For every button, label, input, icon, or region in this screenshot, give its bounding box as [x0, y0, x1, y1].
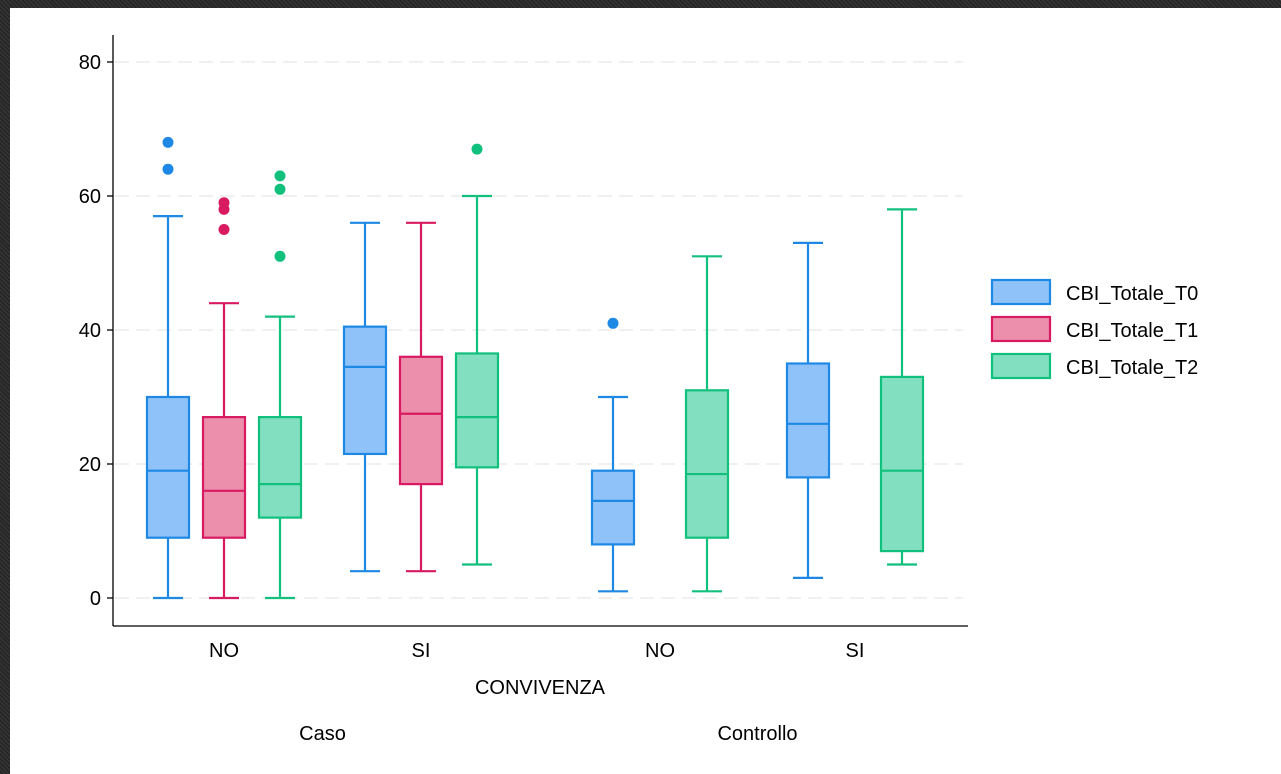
- x-tick-label: NO: [209, 640, 239, 662]
- y-tick-label: 20: [79, 454, 101, 476]
- y-tick-label: 0: [90, 588, 101, 610]
- outlier-point: [218, 197, 230, 209]
- iqr-box: [398, 355, 444, 486]
- chart-panel: 0 20 40 60 80 NO SI NO SI CONVIVENZA Caso Contro…: [10, 8, 1281, 774]
- legend-swatch: [990, 278, 1052, 306]
- x-tick-label: NO: [645, 640, 675, 662]
- legend-label: CBI_Totale_T2: [1066, 357, 1198, 379]
- group-labels: Caso Controllo: [299, 723, 797, 745]
- legend-label: CBI_Totale_T0: [1066, 283, 1198, 305]
- x-tick-label: SI: [412, 640, 431, 662]
- box-CBI_Totale_T2: [879, 208, 925, 566]
- legend-item: CBI_Totale_T2: [990, 352, 1198, 380]
- box-CBI_Totale_T0: [145, 136, 191, 600]
- box-CBI_Totale_T2: [454, 143, 500, 566]
- legend-swatch: [990, 352, 1052, 380]
- iqr-box: [201, 416, 247, 539]
- box-CBI_Totale_T1: [201, 197, 247, 600]
- outlier-point: [218, 224, 230, 235]
- legend-item: CBI_Totale_T0: [990, 278, 1198, 306]
- iqr-box: [879, 375, 925, 553]
- y-axis-ticks: 0 20 40 60 80: [79, 52, 113, 610]
- outlier-point: [162, 136, 174, 148]
- box-CBI_Totale_T1: [398, 221, 444, 573]
- outlier-point: [471, 143, 483, 155]
- x-axis-title: CONVIVENZA: [475, 677, 606, 699]
- x-tick-label: SI: [846, 640, 865, 662]
- legend-swatch: [990, 315, 1052, 343]
- legend-item: CBI_Totale_T1: [990, 315, 1198, 343]
- iqr-box: [785, 362, 831, 479]
- outlier-point: [274, 183, 286, 195]
- outlier-point: [607, 317, 619, 329]
- y-tick-label: 40: [79, 320, 101, 342]
- box-plot-series: [145, 136, 925, 600]
- legend-label: CBI_Totale_T1: [1066, 320, 1198, 342]
- iqr-box: [257, 416, 303, 519]
- box-CBI_Totale_T0: [785, 241, 831, 580]
- x-axis-ticks: NO SI NO SI: [209, 640, 864, 662]
- box-CBI_Totale_T2: [257, 170, 303, 600]
- iqr-box: [145, 395, 191, 539]
- iqr-box: [454, 352, 500, 469]
- y-tick-label: 80: [79, 52, 101, 74]
- outlier-point: [274, 250, 286, 262]
- legend: CBI_Totale_T0 CBI_Totale_T1 CBI_Totale_T2: [990, 278, 1198, 380]
- iqr-box: [684, 389, 730, 539]
- box-CBI_Totale_T0: [342, 221, 388, 573]
- outlier-point: [274, 170, 286, 182]
- box-CBI_Totale_T2: [684, 255, 730, 593]
- iqr-box: [342, 325, 388, 456]
- group-label: Controllo: [717, 723, 797, 745]
- outlier-point: [162, 163, 174, 175]
- y-tick-label: 60: [79, 186, 101, 208]
- box-plot-chart: 0 20 40 60 80 NO SI NO SI CONVIVENZA Caso Contro…: [79, 35, 1198, 745]
- box-CBI_Totale_T0: [590, 317, 636, 593]
- group-label: Caso: [299, 723, 346, 745]
- axes: 0 20 40 60 80 NO SI NO SI CONVIVENZA Caso Contro…: [79, 35, 968, 745]
- iqr-box: [590, 469, 636, 546]
